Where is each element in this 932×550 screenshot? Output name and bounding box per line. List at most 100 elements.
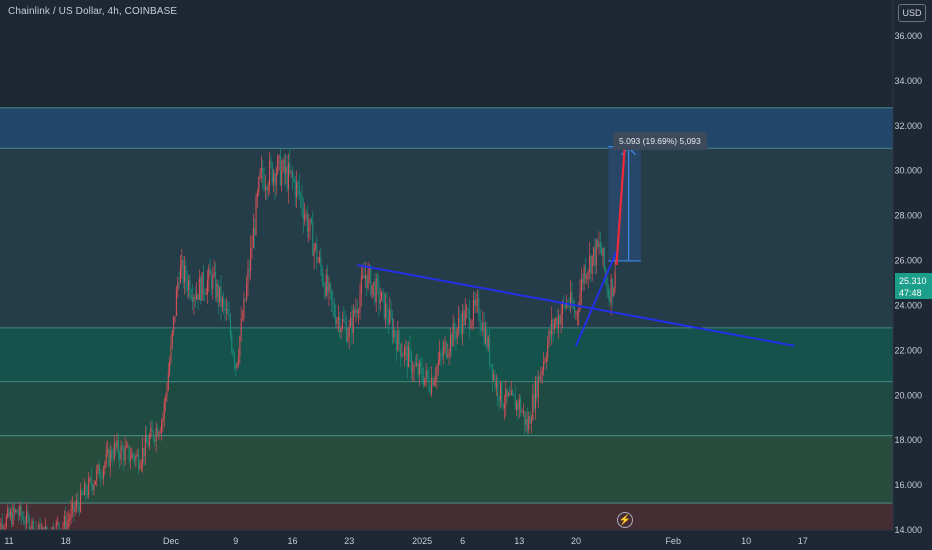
candle-body [225,308,227,311]
candle-body [300,194,302,196]
currency-button[interactable]: USD [898,4,926,22]
candle-body [301,195,303,209]
candle-body [503,405,505,409]
candle-body [223,298,225,304]
candle-body [539,376,541,380]
candle-body [358,311,360,313]
candle-body [216,283,218,298]
candle-body [597,240,599,247]
candle-body [201,272,203,301]
candle-body [212,274,214,289]
candle-body [591,255,593,274]
candle-body [437,361,439,367]
candle-body [559,316,561,325]
candle-body [120,446,122,460]
bar-countdown: 47:48 [899,288,922,298]
candle-body [193,296,195,302]
candle-body [86,493,88,495]
candle-body [598,243,600,247]
candle-body [422,378,424,386]
candle-body [551,319,553,335]
candle-body [560,314,562,325]
candle-body [381,291,383,301]
candle-body [394,329,396,339]
price-tick-label: 22.000 [894,345,922,355]
candles [0,148,616,548]
tradingview-logo-icon[interactable]: ⚡ [617,512,633,528]
candle-body [104,463,106,469]
candle-body [416,363,418,366]
candle-body [163,402,165,419]
candle-body [607,290,609,298]
candle-body [362,275,364,277]
candle-body [566,302,568,308]
candle-body [108,449,110,467]
candle-body [603,248,605,269]
candle-body [273,173,275,183]
candle-body [354,309,356,315]
candle-body [128,445,130,461]
candle-body [235,364,237,368]
candle-body [332,300,334,306]
candle-body [92,484,94,490]
candle-body [312,222,314,256]
candle-body [520,399,522,413]
candle-body [81,489,83,495]
candle-body [111,450,113,459]
candle-body [370,267,372,295]
candle-body [31,521,33,531]
candle-body [391,318,393,338]
candle-body [345,323,348,342]
candle-body [66,521,68,531]
candle-body [70,508,72,519]
candle-body [290,170,292,173]
candle-body [489,337,491,364]
candle-body [107,449,109,453]
candle-body [121,446,123,450]
candle-body [88,478,90,495]
candle-body [98,464,100,478]
price-tick-label: 14.000 [894,525,922,535]
price-axis[interactable] [893,0,932,530]
candle-body [352,309,354,334]
candle-body [23,518,25,524]
candle-body [196,293,198,300]
time-axis[interactable] [0,530,893,550]
candle-body [84,483,86,496]
candle-body [540,372,542,380]
candle-body [480,325,483,331]
candle-body [127,445,129,447]
zone [0,148,893,328]
drawings[interactable] [357,146,795,347]
candle-body [490,363,492,365]
candle-body [544,361,546,362]
candle-body [337,317,339,320]
time-tick-label: 20 [571,536,581,546]
candle-body [486,329,488,348]
candle-body [412,371,414,373]
candle-body [356,310,358,313]
candle-body [233,355,235,365]
candle-body [105,452,107,464]
candle-body [305,213,307,216]
candle-body [286,166,288,189]
candle-body [134,456,136,461]
candle-body [255,197,257,236]
candle-body [599,243,601,248]
last-price-value: 25.310 [899,276,927,286]
candle-body [1,522,3,533]
candle-body [366,275,368,289]
candle-body [340,327,342,333]
candle-body [254,227,256,236]
candle-body [432,378,434,386]
candle-body [475,300,477,306]
candle-body [525,418,527,425]
candle-body [240,318,242,337]
candle-body [458,318,460,329]
candle-body [395,338,397,351]
candle-body [541,370,543,373]
candle-body [499,382,501,401]
candle-body [529,416,531,424]
candle-body [192,297,194,302]
